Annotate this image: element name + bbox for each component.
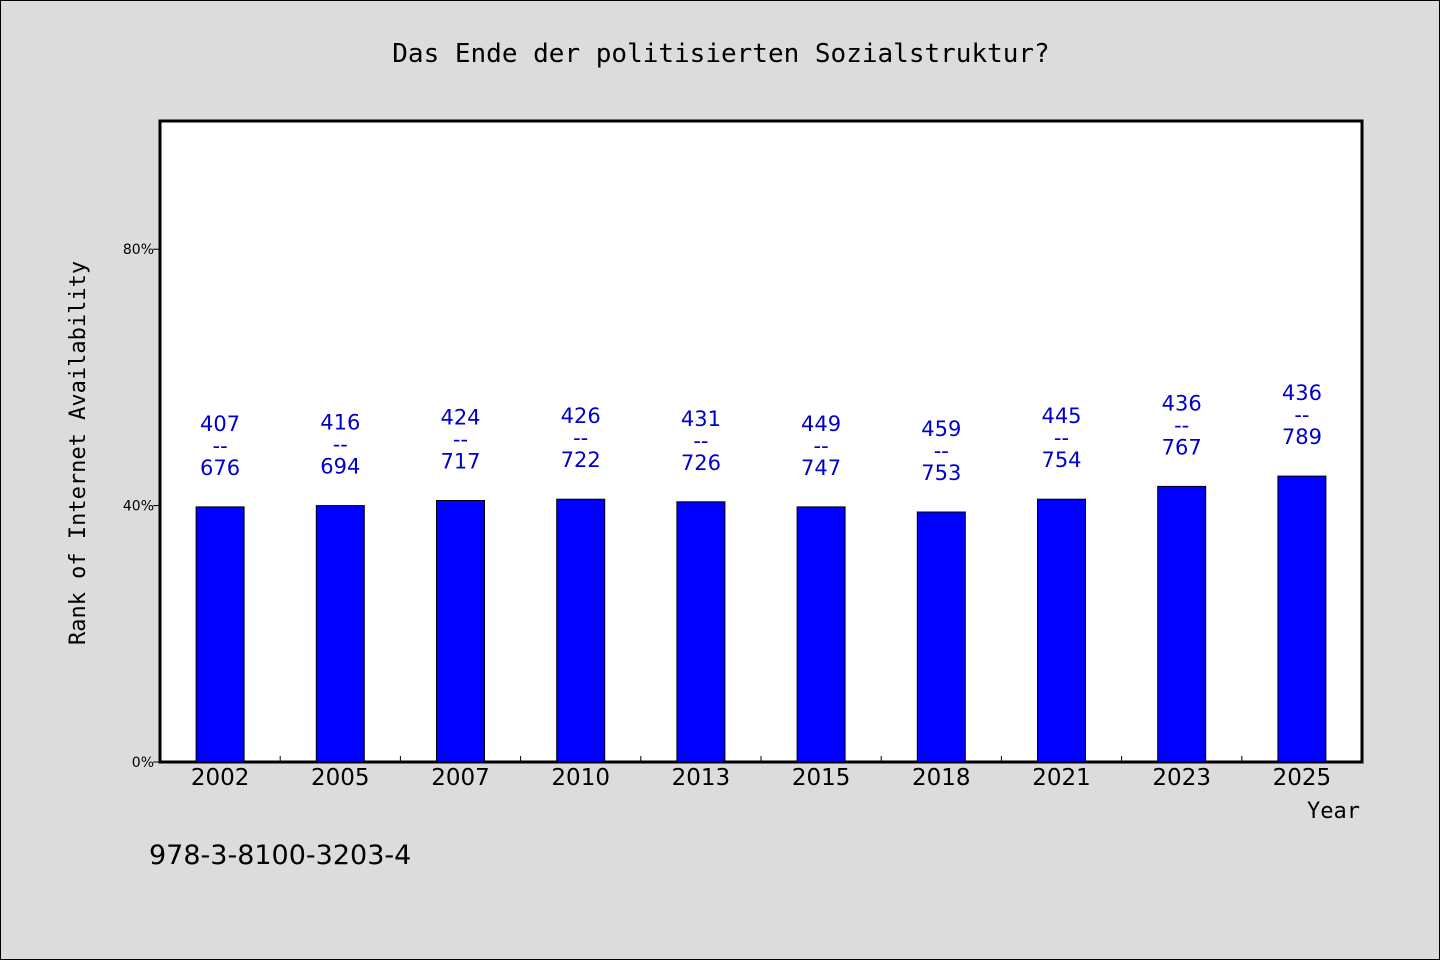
bar-label-separator: -- — [1174, 413, 1189, 437]
bar-label-bottom: 767 — [1162, 435, 1202, 459]
bar-2007 — [436, 500, 485, 763]
bar-label-bottom: 726 — [681, 451, 721, 475]
x-tick-label: 2018 — [912, 765, 971, 791]
bar-2010 — [556, 498, 606, 763]
x-tick-label: 2002 — [191, 765, 250, 791]
bar-label-top: 436 — [1282, 381, 1322, 405]
bar-2018 — [916, 511, 966, 763]
bar-label-separator: -- — [693, 429, 708, 453]
bar-label-separator: -- — [1294, 403, 1309, 427]
bar-2015 — [796, 506, 846, 763]
x-tick-label: 2025 — [1273, 765, 1332, 791]
bar-label-bottom: 747 — [801, 456, 841, 480]
bar-2002 — [195, 506, 245, 763]
bar-2025 — [1277, 475, 1327, 763]
bar-label-bottom: 717 — [440, 450, 480, 474]
bar-labels: 676--407694--416717--424722--426726--431… — [200, 381, 1322, 485]
x-tick-label: 2010 — [551, 765, 610, 791]
bar-2023 — [1157, 485, 1207, 763]
bar-label-separator: -- — [333, 433, 348, 457]
bar-label-separator: -- — [1054, 426, 1069, 450]
bar-label-bottom: 754 — [1041, 448, 1081, 472]
bar-label-top: 416 — [320, 411, 360, 435]
isbn-text: 978-3-8100-3203-4 — [149, 840, 411, 871]
bar-label-top: 431 — [681, 407, 721, 431]
x-tick-label: 2023 — [1152, 765, 1211, 791]
x-tick-label: 2007 — [431, 765, 490, 791]
axis-ticks: 2002 2005 2007 2010 2013 2015 2018 2021 2023 2025… — [123, 242, 1331, 791]
bar-label-bottom: 694 — [320, 455, 360, 479]
bar-label-bottom: 789 — [1282, 425, 1322, 449]
bar-label-top: 424 — [440, 406, 480, 430]
y-tick-label: 0% — [132, 755, 154, 771]
y-tick-label: 80% — [123, 242, 154, 258]
y-tick-label: 40% — [123, 499, 154, 515]
y-axis-label: Rank of Internet Availability — [66, 261, 91, 645]
bar-label-separator: -- — [934, 439, 949, 463]
bar-2021 — [1037, 498, 1086, 763]
bar-label-bottom: 676 — [200, 456, 240, 480]
bar-label-separator: -- — [573, 426, 588, 450]
chart-title: Das Ende der politisierten Sozialstruktu… — [392, 39, 1049, 69]
x-tick-label: 2005 — [311, 765, 370, 791]
bar-label-separator: -- — [453, 428, 468, 452]
x-tick-label: 2021 — [1032, 765, 1091, 791]
bar-label-top: 449 — [801, 412, 841, 436]
bar-label-top: 407 — [200, 412, 240, 436]
x-tick-label: 2015 — [792, 765, 851, 791]
x-tick-label: 2013 — [672, 765, 731, 791]
bar-label-separator: -- — [213, 434, 228, 458]
bar-label-separator: -- — [814, 434, 829, 458]
bar-label-bottom: 753 — [921, 461, 961, 485]
x-axis-label: Year — [1307, 799, 1360, 824]
bar-label-top: 426 — [561, 404, 601, 428]
bar-label-top: 459 — [921, 417, 961, 441]
bar-2013 — [676, 501, 726, 763]
bar-2005 — [315, 505, 365, 763]
bars — [195, 475, 1327, 763]
bar-label-top: 445 — [1041, 404, 1081, 428]
bar-label-bottom: 722 — [561, 448, 601, 472]
bar-label-top: 436 — [1162, 391, 1202, 415]
